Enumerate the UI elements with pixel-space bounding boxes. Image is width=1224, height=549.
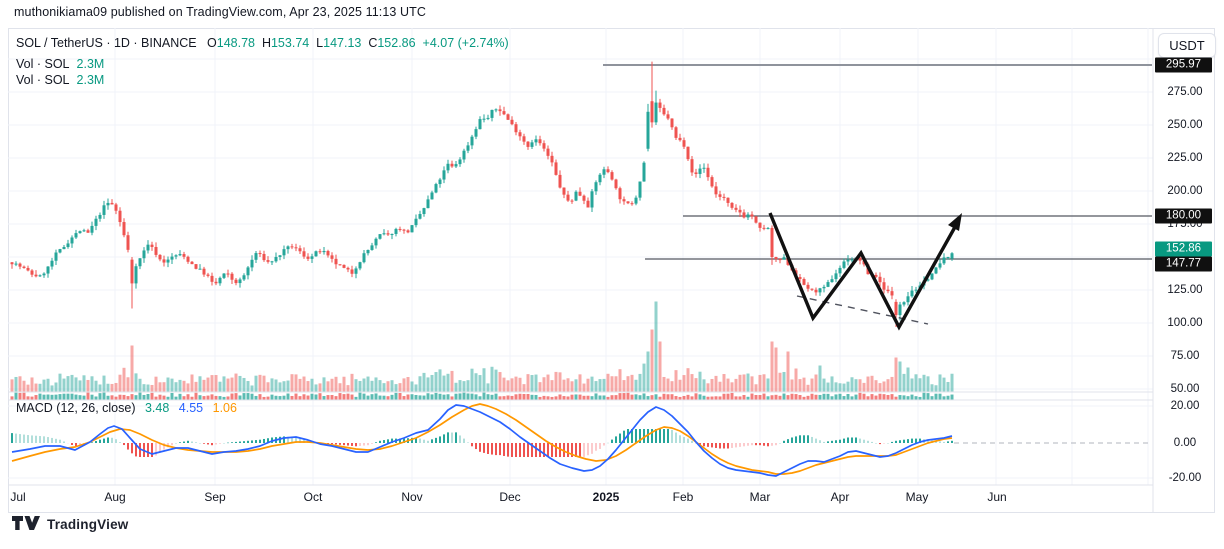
time-tick-Feb: Feb	[672, 490, 694, 504]
currency-toggle-button[interactable]: USDT	[1158, 33, 1216, 58]
price-tick-75.00: 75.00	[1170, 350, 1200, 362]
time-tick-Jun: Jun	[987, 490, 1007, 504]
time-tick-Jul: Jul	[10, 490, 26, 504]
volume-value: 2.3M	[76, 57, 105, 71]
tradingview-watermark-text: TradingView	[47, 516, 129, 532]
price-tick-250.00: 250.00	[1167, 119, 1203, 131]
published-by-line: muthonikiama09 published on TradingView.…	[14, 5, 427, 19]
price-change: +4.07 (+2.74%)	[422, 36, 509, 50]
macd-line	[11, 404, 953, 477]
ohlc-close-value: 152.86	[377, 36, 416, 50]
macd-line-value: 4.55	[178, 401, 204, 415]
volume-label: Vol · SOL	[16, 57, 70, 71]
volume-value: 2.3M	[76, 73, 105, 87]
zigzag-projection-drawing	[768, 212, 957, 331]
time-tick-Oct: Oct	[303, 490, 323, 504]
macd-label: MACD (12, 26, close)	[16, 401, 136, 415]
time-tick-May: May	[905, 490, 929, 504]
volume-indicator-row-2[interactable]: Vol · SOL 2.3M	[16, 73, 104, 87]
ohlc-close-label: C	[368, 36, 378, 50]
time-tick-2025: 2025	[592, 490, 620, 504]
time-tick-Apr: Apr	[830, 490, 850, 504]
price-tick-225.00: 225.00	[1167, 152, 1203, 164]
ohlc-open-label: O	[207, 36, 217, 50]
tradingview-watermark[interactable]: TradingView	[12, 516, 128, 532]
macd-signal-value: 1.06	[212, 401, 237, 415]
tradingview-logo-icon	[12, 516, 40, 530]
symbol-header[interactable]: SOL / TetherUS · 1D · BINANCE O148.78 H1…	[16, 36, 509, 50]
time-tick-Sep: Sep	[204, 490, 226, 504]
volume-indicator-row-1[interactable]: Vol · SOL 2.3M	[16, 57, 104, 71]
price-tick-50.00: 50.00	[1170, 383, 1200, 395]
price-tick--20.00: -20.00	[1168, 472, 1202, 484]
ohlc-low-value: 147.13	[323, 36, 362, 50]
macd-hist-value: 3.48	[144, 401, 170, 415]
price-label-180: 180.00	[1155, 208, 1212, 224]
price-tick-0.00: 0.00	[1173, 437, 1197, 449]
current-price-label: 152.86	[1155, 241, 1212, 257]
price-tick-125.00: 125.00	[1167, 284, 1203, 296]
price-tick-20.00: 20.00	[1170, 400, 1200, 412]
time-tick-Dec: Dec	[499, 490, 521, 504]
ohlc-open-value: 148.78	[216, 36, 255, 50]
symbol-title: SOL / TetherUS · 1D · BINANCE	[16, 36, 197, 50]
time-tick-Mar: Mar	[749, 490, 771, 504]
price-label-147: 147.77	[1155, 256, 1212, 272]
ohlc-low-label: L	[316, 36, 324, 50]
price-tick-100.00: 100.00	[1167, 317, 1203, 329]
time-tick-Aug: Aug	[104, 490, 126, 504]
volume-label: Vol · SOL	[16, 73, 70, 87]
ohlc-high-value: 153.74	[270, 36, 310, 50]
macd-signal-line	[11, 403, 953, 475]
dashed-trendline	[796, 295, 929, 325]
price-tick-200.00: 200.00	[1167, 185, 1203, 197]
price-tick-275.00: 275.00	[1167, 86, 1203, 98]
price-label-295: 295.97	[1155, 57, 1212, 73]
macd-indicator-row[interactable]: MACD (12, 26, close) 3.48 4.55 1.06	[16, 401, 237, 415]
arrow-head	[948, 213, 962, 231]
ohlc-high-label: H	[261, 36, 271, 50]
time-tick-Nov: Nov	[401, 490, 423, 504]
chart-frame	[8, 28, 1215, 513]
